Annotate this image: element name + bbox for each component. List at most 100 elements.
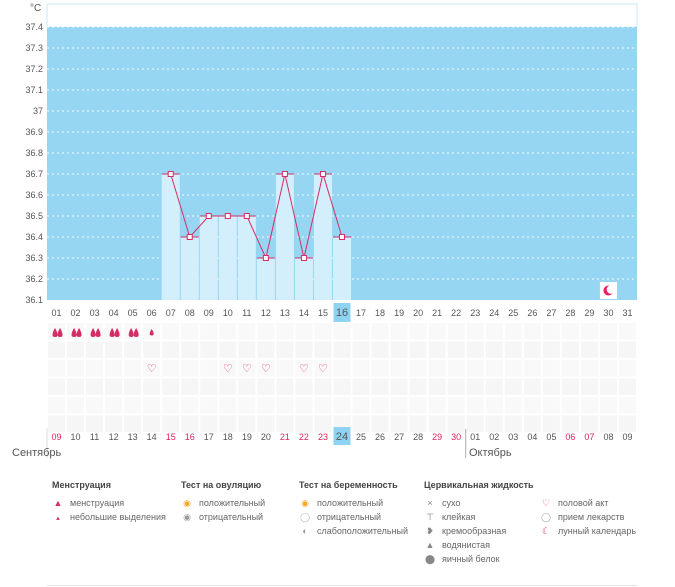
pregnancy-weak-icon: ◐ bbox=[302, 526, 308, 536]
temperature-point bbox=[300, 255, 307, 261]
legend-title: Цервикальная жидкость bbox=[424, 480, 534, 490]
legend-label: яичный белок bbox=[442, 554, 500, 564]
cycle-day-label: 27 bbox=[546, 308, 556, 318]
cycle-day-label: 13 bbox=[280, 308, 290, 318]
marker-cell bbox=[218, 396, 238, 415]
marker-cell bbox=[370, 414, 390, 433]
cycle-day-label: 14 bbox=[299, 308, 309, 318]
date-label: 17 bbox=[204, 432, 214, 442]
cycle-day-label: 02 bbox=[71, 308, 81, 318]
marker-cell bbox=[503, 340, 523, 359]
marker-cell bbox=[275, 322, 295, 341]
y-tick-label: 37.2 bbox=[25, 64, 43, 74]
marker-cell bbox=[256, 396, 276, 415]
legend-item: ☾ лунный календарь bbox=[540, 524, 636, 538]
marker-cell bbox=[199, 322, 219, 341]
marker-cell bbox=[408, 359, 428, 378]
marker-cell bbox=[351, 414, 371, 433]
marker-cell bbox=[560, 396, 580, 415]
marker-cell bbox=[389, 414, 409, 433]
y-tick-label: 36.6 bbox=[25, 190, 43, 200]
marker-cell bbox=[332, 396, 352, 415]
marker-cell bbox=[123, 396, 143, 415]
marker-cell bbox=[522, 396, 542, 415]
cycle-day-label: 07 bbox=[166, 308, 176, 318]
date-label: 01 bbox=[470, 432, 480, 442]
marker-cell bbox=[484, 340, 504, 359]
marker-cell bbox=[237, 340, 257, 359]
marker-cell bbox=[294, 359, 314, 378]
marker-cell bbox=[579, 414, 599, 433]
temperature-point bbox=[339, 234, 345, 240]
marker-cell bbox=[47, 396, 67, 415]
chart-top-strip bbox=[46, 3, 638, 28]
cycle-day-label: 05 bbox=[128, 308, 138, 318]
marker-cell bbox=[275, 359, 295, 378]
marker-cell bbox=[218, 340, 238, 359]
date-label: 02 bbox=[489, 432, 499, 442]
marker-cell bbox=[484, 414, 504, 433]
marker-cell bbox=[47, 414, 67, 433]
marker-cell bbox=[294, 396, 314, 415]
legend-item: ▲ небольшие выделения bbox=[52, 510, 166, 524]
marker-cell bbox=[161, 414, 181, 433]
marker-cell bbox=[408, 414, 428, 433]
marker-cell bbox=[446, 414, 466, 433]
legend-item: ◉ отрицательный bbox=[181, 510, 265, 524]
legend-label: кремообразная bbox=[442, 526, 507, 536]
marker-cell bbox=[389, 396, 409, 415]
temperature-point bbox=[319, 171, 326, 177]
marker-cell bbox=[294, 340, 314, 359]
marker-cell bbox=[522, 414, 542, 433]
marker-cell bbox=[66, 359, 86, 378]
date-label: 09 bbox=[622, 432, 632, 442]
temperature-bar bbox=[275, 174, 294, 300]
marker-cell bbox=[446, 377, 466, 396]
y-tick-label: 36.7 bbox=[25, 169, 43, 179]
legend-label: небольшие выделения bbox=[70, 512, 166, 522]
cycle-day-label: 31 bbox=[622, 308, 632, 318]
cycle-day-label: 18 bbox=[375, 308, 385, 318]
date-label: 19 bbox=[242, 432, 252, 442]
marker-cell bbox=[237, 377, 257, 396]
marker-cell bbox=[47, 377, 67, 396]
date-label: 29 bbox=[432, 432, 442, 442]
ovulation-negative-icon: ◉ bbox=[183, 512, 191, 522]
legend-label: слабоположительный bbox=[317, 526, 409, 536]
legend-label: сухо bbox=[442, 498, 461, 508]
marker-cell bbox=[579, 377, 599, 396]
legend-item: ▲ водянистая bbox=[424, 538, 534, 552]
date-label: 23 bbox=[318, 432, 328, 442]
y-tick-label: 36.8 bbox=[25, 148, 43, 158]
marker-cell bbox=[484, 396, 504, 415]
marker-cell bbox=[427, 377, 447, 396]
legend-label: отрицательный bbox=[317, 512, 382, 522]
legend-item: × сухо bbox=[424, 496, 534, 510]
marker-cell bbox=[541, 396, 561, 415]
legend-title: Тест на беременность bbox=[299, 480, 398, 490]
heart-icon: ♡ bbox=[242, 363, 252, 375]
marker-cell bbox=[218, 377, 238, 396]
marker-cell bbox=[294, 377, 314, 396]
marker-cell bbox=[199, 414, 219, 433]
legend-label: клейкая bbox=[442, 512, 476, 522]
marker-cell bbox=[47, 340, 67, 359]
marker-cell bbox=[104, 340, 124, 359]
marker-cell bbox=[560, 340, 580, 359]
marker-cell bbox=[104, 396, 124, 415]
legend-other: ♡ половой акт ◯ прием лекарств ☾ лунный кал… bbox=[540, 480, 636, 538]
marker-cell bbox=[351, 396, 371, 415]
marker-cell bbox=[123, 340, 143, 359]
marker-cell bbox=[598, 322, 618, 341]
y-tick-label: 37.4 bbox=[25, 22, 43, 32]
date-label: 28 bbox=[413, 432, 423, 442]
date-label: 21 bbox=[280, 432, 290, 442]
date-label: 05 bbox=[546, 432, 556, 442]
marker-cell bbox=[142, 340, 162, 359]
cycle-day-label: 26 bbox=[527, 308, 537, 318]
marker-cell bbox=[351, 377, 371, 396]
date-label: 27 bbox=[394, 432, 404, 442]
marker-cell bbox=[541, 322, 561, 341]
legend-item: ◉ положительный bbox=[299, 496, 408, 510]
marker-cell bbox=[47, 359, 67, 378]
